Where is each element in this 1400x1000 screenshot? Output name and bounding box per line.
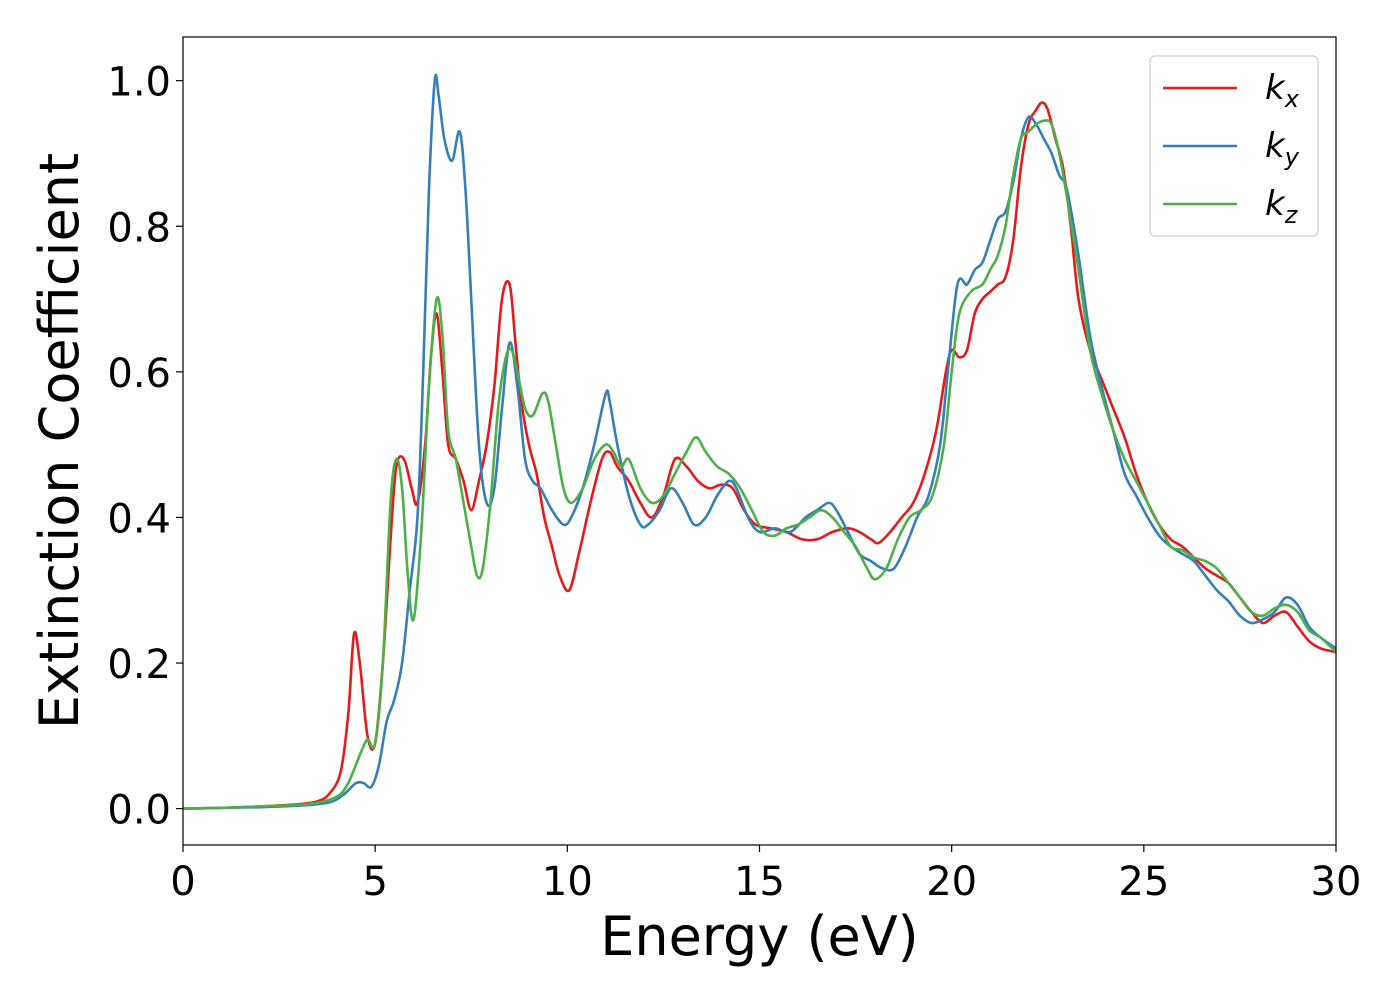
x-tick-label: 25 [1118, 859, 1169, 905]
legend-label-subscript: z [1284, 201, 1299, 229]
y-tick-label: 0.8 [107, 205, 171, 251]
y-tick-label: 0.0 [107, 788, 171, 834]
x-tick-label: 0 [170, 859, 195, 905]
x-tick-label: 5 [362, 859, 387, 905]
y-axis: 0.0 0.2 0.4 0.6 0.8 1.0 [107, 60, 183, 834]
y-tick-label: 0.2 [107, 642, 171, 688]
legend-label-kz: kz [1265, 184, 1299, 229]
x-axis: 0 5 10 15 20 25 30 [170, 845, 1361, 905]
series-lines [183, 73, 1336, 810]
y-axis-title: Extinction Coefficient [28, 153, 91, 729]
x-tick-label: 15 [734, 859, 785, 905]
x-axis-title: Energy (eV) [600, 905, 919, 968]
y-tick-label: 0.4 [107, 496, 171, 542]
legend-label-ky: ky [1265, 126, 1300, 171]
legend-label-kx: kx [1265, 68, 1300, 113]
legend-label-base: k [1265, 184, 1286, 224]
series-line-ky [183, 73, 1336, 810]
legend-label-subscript: x [1284, 85, 1300, 113]
legend-label-subscript: y [1284, 143, 1300, 171]
x-tick-label: 30 [1311, 859, 1362, 905]
y-tick-label: 0.6 [107, 351, 171, 397]
legend-label-base: k [1265, 126, 1286, 166]
legend-label-base: k [1265, 68, 1286, 108]
x-tick-label: 20 [926, 859, 977, 905]
series-line-kz [183, 119, 1336, 810]
y-tick-label: 1.0 [107, 60, 171, 106]
x-tick-label: 10 [542, 859, 593, 905]
